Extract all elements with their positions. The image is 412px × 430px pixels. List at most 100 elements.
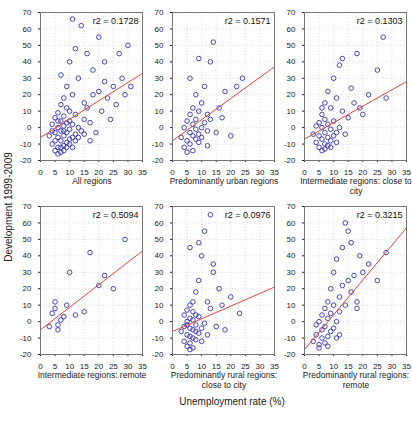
svg-text:70: 70 (23, 8, 32, 17)
svg-text:-10: -10 (20, 334, 32, 343)
svg-text:50: 50 (23, 235, 32, 244)
svg-text:35: 35 (270, 362, 279, 370)
svg-text:r2 = 0.5094: r2 = 0.5094 (93, 210, 139, 220)
svg-text:30: 30 (287, 268, 296, 277)
svg-text:5: 5 (317, 168, 322, 176)
svg-text:35: 35 (138, 168, 147, 176)
svg-text:0: 0 (159, 317, 164, 326)
svg-text:r2 = 0.1728: r2 = 0.1728 (93, 16, 139, 26)
svg-text:25: 25 (109, 168, 118, 176)
svg-text:5: 5 (185, 362, 190, 370)
svg-text:20: 20 (94, 168, 103, 176)
svg-text:-10: -10 (284, 334, 296, 343)
svg-text:0: 0 (291, 123, 296, 132)
svg-text:15: 15 (212, 362, 221, 370)
svg-text:70: 70 (287, 8, 296, 17)
svg-text:-20: -20 (152, 156, 164, 165)
svg-text:20: 20 (358, 362, 367, 370)
svg-text:30: 30 (387, 168, 396, 176)
svg-text:40: 40 (287, 251, 296, 260)
svg-text:25: 25 (241, 362, 250, 370)
svg-text:60: 60 (155, 219, 164, 228)
svg-text:20: 20 (287, 90, 296, 99)
svg-text:30: 30 (155, 74, 164, 83)
svg-text:20: 20 (226, 168, 235, 176)
svg-text:0: 0 (302, 362, 307, 370)
svg-text:0: 0 (38, 168, 43, 176)
svg-text:60: 60 (23, 219, 32, 228)
svg-text:25: 25 (241, 168, 250, 176)
svg-text:35: 35 (402, 168, 411, 176)
svg-text:10: 10 (287, 107, 296, 116)
svg-text:10: 10 (329, 168, 338, 176)
svg-text:20: 20 (155, 90, 164, 99)
svg-text:-20: -20 (20, 350, 32, 359)
svg-text:50: 50 (155, 41, 164, 50)
svg-text:0: 0 (38, 362, 43, 370)
svg-text:30: 30 (287, 74, 296, 83)
svg-text:15: 15 (344, 168, 353, 176)
svg-text:40: 40 (23, 251, 32, 260)
svg-text:0: 0 (170, 168, 175, 176)
svg-text:20: 20 (226, 362, 235, 370)
svg-text:30: 30 (255, 362, 264, 370)
svg-text:30: 30 (123, 168, 132, 176)
svg-text:10: 10 (65, 168, 74, 176)
svg-text:0: 0 (291, 317, 296, 326)
svg-text:30: 30 (255, 168, 264, 176)
svg-text:-10: -10 (152, 140, 164, 149)
svg-text:10: 10 (155, 301, 164, 310)
svg-text:10: 10 (65, 362, 74, 370)
svg-text:35: 35 (138, 362, 147, 370)
svg-text:-20: -20 (152, 350, 164, 359)
svg-text:10: 10 (329, 362, 338, 370)
svg-text:25: 25 (373, 362, 382, 370)
svg-text:r2 = 0.3215: r2 = 0.3215 (357, 210, 403, 220)
svg-text:10: 10 (155, 107, 164, 116)
svg-text:5: 5 (185, 168, 190, 176)
svg-text:70: 70 (23, 202, 32, 211)
svg-text:50: 50 (287, 41, 296, 50)
svg-text:0: 0 (170, 362, 175, 370)
svg-text:0: 0 (27, 317, 32, 326)
svg-text:35: 35 (402, 362, 411, 370)
svg-text:60: 60 (287, 219, 296, 228)
svg-text:5: 5 (53, 168, 58, 176)
svg-text:r2 = 0.0976: r2 = 0.0976 (225, 210, 271, 220)
svg-text:30: 30 (387, 362, 396, 370)
svg-text:20: 20 (287, 284, 296, 293)
svg-text:15: 15 (212, 168, 221, 176)
svg-text:15: 15 (80, 168, 89, 176)
svg-text:20: 20 (358, 168, 367, 176)
svg-text:0: 0 (27, 123, 32, 132)
svg-text:20: 20 (94, 362, 103, 370)
svg-text:40: 40 (155, 251, 164, 260)
svg-text:60: 60 (23, 25, 32, 34)
svg-text:-20: -20 (284, 156, 296, 165)
svg-text:40: 40 (287, 57, 296, 66)
svg-text:40: 40 (23, 57, 32, 66)
svg-text:20: 20 (155, 284, 164, 293)
svg-text:60: 60 (155, 25, 164, 34)
svg-text:25: 25 (109, 362, 118, 370)
svg-text:50: 50 (287, 235, 296, 244)
svg-text:30: 30 (23, 268, 32, 277)
svg-text:-20: -20 (20, 156, 32, 165)
svg-text:40: 40 (155, 57, 164, 66)
svg-text:10: 10 (197, 168, 206, 176)
svg-text:50: 50 (23, 41, 32, 50)
svg-text:r2 = 0.1571: r2 = 0.1571 (225, 16, 271, 26)
svg-text:30: 30 (23, 74, 32, 83)
svg-text:5: 5 (317, 362, 322, 370)
svg-text:15: 15 (344, 362, 353, 370)
svg-text:-10: -10 (152, 334, 164, 343)
svg-text:0: 0 (302, 168, 307, 176)
svg-text:20: 20 (23, 90, 32, 99)
svg-text:25: 25 (373, 168, 382, 176)
svg-text:0: 0 (159, 123, 164, 132)
svg-text:70: 70 (287, 202, 296, 211)
svg-text:-20: -20 (284, 350, 296, 359)
svg-text:30: 30 (155, 268, 164, 277)
svg-text:10: 10 (287, 301, 296, 310)
svg-text:5: 5 (53, 362, 58, 370)
